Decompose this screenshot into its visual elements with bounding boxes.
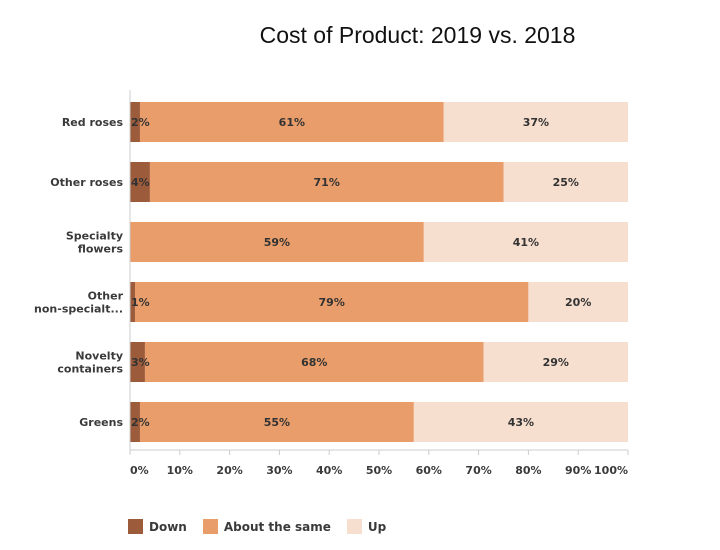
legend-item: Up — [346, 519, 387, 534]
x-tick-label: 20% — [216, 464, 242, 477]
data-label: 41% — [513, 236, 539, 249]
data-labels-layer: 2% 61% 37% 4% 71% 25% 59% 41% 1% 79% 20% 3% 68% 29% 2%… — [131, 116, 591, 429]
legend-swatch — [128, 519, 143, 534]
x-tick-label: 80% — [515, 464, 541, 477]
data-label: 79% — [319, 296, 345, 309]
bar-segment — [443, 102, 628, 142]
data-label: 37% — [523, 116, 549, 129]
bar-segment — [130, 402, 140, 442]
data-label: 20% — [565, 296, 591, 309]
bar-segment — [134, 282, 529, 322]
data-label: 43% — [508, 416, 534, 429]
category-label: containers — [57, 363, 123, 376]
x-tick-label: 70% — [465, 464, 491, 477]
bar-segment — [503, 162, 628, 202]
category-label: non-specialt... — [34, 303, 123, 316]
category-label: Greens — [79, 416, 123, 429]
bar-segment — [139, 402, 414, 442]
x-tick-label: 60% — [416, 464, 442, 477]
category-label: Other roses — [50, 176, 123, 189]
bars-layer — [130, 102, 628, 442]
legend-label: About the same — [223, 519, 331, 534]
data-label: 71% — [314, 176, 340, 189]
legend-label: Up — [367, 519, 387, 534]
bar-segment — [130, 282, 135, 322]
x-tick-label: 100% — [594, 464, 628, 477]
data-label: 2% — [131, 116, 150, 129]
bar-segment — [423, 222, 628, 262]
bar-segment — [139, 102, 444, 142]
data-label: 25% — [553, 176, 579, 189]
data-label: 61% — [279, 116, 305, 129]
x-tick-label: 90% — [565, 464, 591, 477]
data-label: 29% — [543, 356, 569, 369]
legend-item: Down — [128, 519, 187, 534]
data-label: 55% — [264, 416, 290, 429]
category-label: flowers — [78, 243, 124, 256]
bar-segment — [130, 342, 145, 382]
chart-title: Cost of Product: 2019 vs. 2018 — [259, 22, 576, 48]
bar-segment — [130, 162, 150, 202]
bar-segment — [144, 342, 484, 382]
data-label: 68% — [301, 356, 327, 369]
bar-segment — [130, 222, 424, 262]
category-label: Red roses — [62, 116, 124, 129]
data-label: 4% — [131, 176, 150, 189]
data-label: 3% — [131, 356, 150, 369]
legend-swatch — [346, 519, 362, 534]
legend: Down About the same Up — [128, 519, 402, 534]
axis-layer: 0% 10% 20% 30% 40% 50% 60% 70% 80% 90% 100% — [129, 90, 629, 477]
data-label: 59% — [264, 236, 290, 249]
bar-segment — [413, 402, 628, 442]
x-tick-label: 50% — [366, 464, 392, 477]
data-label: 1% — [131, 296, 150, 309]
legend-item: About the same — [202, 519, 331, 534]
category-label: Other — [88, 290, 124, 303]
x-tick-label: 0% — [130, 464, 149, 477]
bar-segment — [483, 342, 628, 382]
category-label: Specialty — [66, 230, 123, 243]
legend-label: Down — [149, 519, 187, 534]
data-label: 2% — [131, 416, 150, 429]
bar-segment — [149, 162, 504, 202]
bar-segment — [130, 102, 140, 142]
category-label: Novelty — [75, 350, 123, 363]
x-tick-label: 40% — [316, 464, 342, 477]
x-tick-label: 10% — [167, 464, 193, 477]
legend-swatch — [202, 519, 218, 534]
bar-segment — [528, 282, 628, 322]
x-tick-label: 30% — [266, 464, 292, 477]
